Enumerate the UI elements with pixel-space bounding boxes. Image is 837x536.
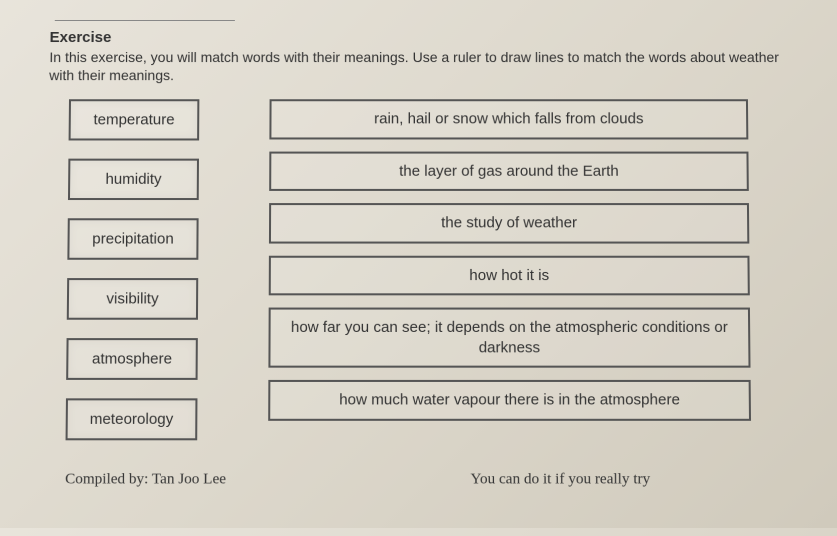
term-box: meteorology — [66, 399, 198, 441]
term-box: visibility — [67, 278, 198, 320]
worksheet-page: Exercise In this exercise, you will matc… — [0, 0, 837, 510]
encouragement-text: You can do it if you really try — [471, 471, 651, 488]
definitions-column: rain, hail or snow which falls from clou… — [268, 100, 792, 441]
term-box: precipitation — [67, 219, 198, 261]
term-box: atmosphere — [66, 338, 198, 380]
matching-content: temperature humidity precipitation visib… — [45, 100, 791, 441]
exercise-header: Exercise In this exercise, you will matc… — [49, 29, 788, 85]
terms-column: temperature humidity precipitation visib… — [45, 100, 199, 441]
exercise-title: Exercise — [50, 29, 788, 46]
definition-box: the layer of gas around the Earth — [269, 151, 749, 191]
definition-box: the study of weather — [269, 203, 749, 243]
term-box: humidity — [68, 159, 199, 200]
definition-box: how hot it is — [269, 256, 750, 296]
definition-box: rain, hail or snow which falls from clou… — [269, 100, 748, 140]
compiled-by-text: Compiled by: Tan Joo Lee — [65, 471, 226, 488]
page-footer: Compiled by: Tan Joo Lee You can do it i… — [45, 471, 792, 488]
definition-box: how much water vapour there is in the at… — [268, 380, 751, 420]
definition-box: how far you can see; it depends on the a… — [268, 308, 750, 368]
exercise-instructions: In this exercise, you will match words w… — [49, 48, 788, 84]
header-rule-line — [55, 20, 235, 21]
term-box: temperature — [69, 100, 200, 141]
